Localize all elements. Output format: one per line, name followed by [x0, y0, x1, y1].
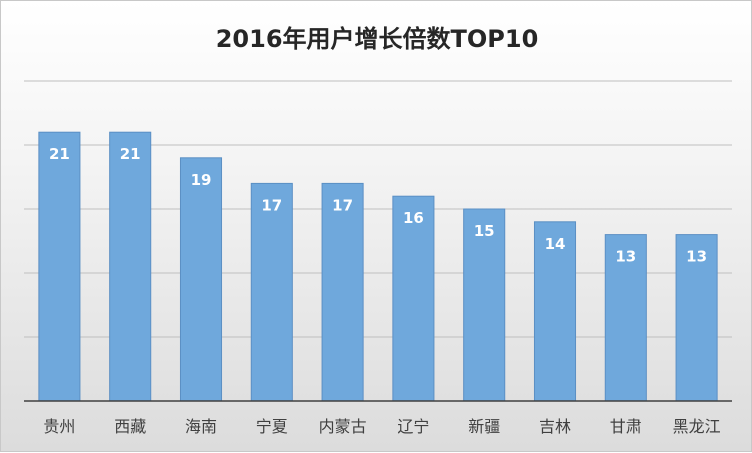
bar-西藏: [109, 131, 152, 402]
x-tick-label-辽宁: 辽宁: [397, 417, 429, 436]
x-tick-label-西藏: 西藏: [114, 417, 146, 436]
bar-内蒙古: [321, 182, 364, 402]
data-label-海南: 19: [191, 171, 212, 189]
bar-吉林: [533, 221, 577, 402]
bar-宁夏: [250, 182, 293, 402]
data-label-吉林: 14: [545, 235, 566, 253]
x-tick-label-海南: 海南: [185, 417, 217, 436]
bar-黑龙江: [675, 234, 718, 402]
data-label-甘肃: 13: [615, 248, 636, 266]
bar-贵州: [38, 131, 81, 402]
x-tick-label-贵州: 贵州: [43, 417, 75, 436]
data-label-新疆: 15: [474, 222, 495, 240]
x-tick-label-内蒙古: 内蒙古: [319, 417, 367, 436]
x-tick-label-甘肃: 甘肃: [610, 417, 642, 436]
bar-甘肃: [604, 234, 647, 402]
data-label-内蒙古: 17: [332, 196, 353, 214]
bar-海南: [179, 157, 223, 402]
x-tick-label-黑龙江: 黑龙江: [673, 417, 721, 436]
data-label-辽宁: 16: [403, 209, 424, 227]
data-label-黑龙江: 13: [686, 248, 707, 266]
bar-辽宁: [392, 195, 435, 402]
x-tick-label-新疆: 新疆: [468, 417, 500, 436]
x-tick-label-宁夏: 宁夏: [256, 417, 288, 436]
bar-新疆: [463, 208, 506, 402]
data-label-西藏: 21: [120, 145, 141, 163]
data-label-贵州: 21: [49, 145, 70, 163]
data-label-宁夏: 17: [261, 196, 282, 214]
x-tick-label-吉林: 吉林: [539, 417, 571, 436]
chart-title: 2016年用户增长倍数TOP10: [215, 25, 539, 53]
